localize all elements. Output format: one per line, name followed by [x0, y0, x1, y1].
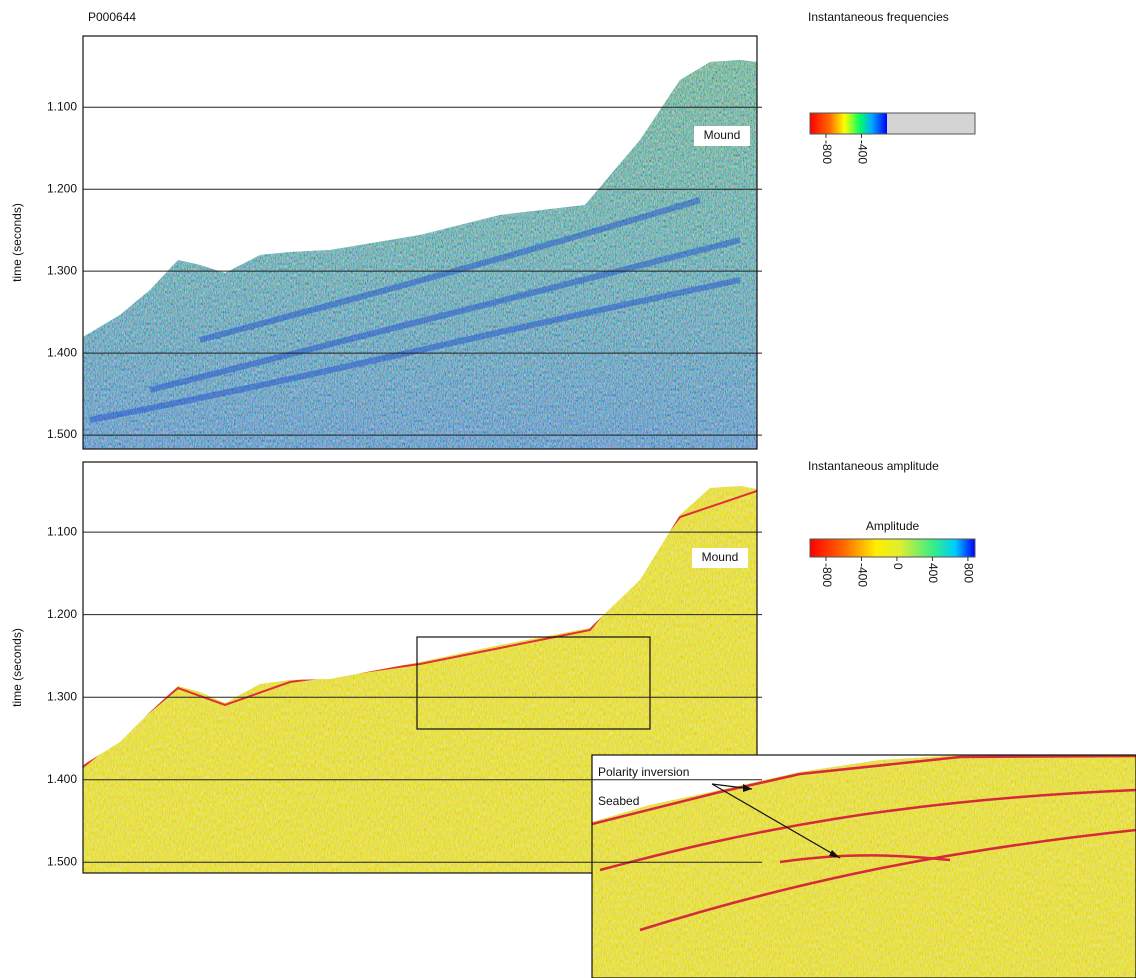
y-tick-label: 1.500 [47, 427, 77, 441]
y-tick-label: 1.300 [47, 263, 77, 277]
colorbar-tick-label: 0 [891, 563, 905, 570]
annotation: Mound [704, 128, 741, 142]
panel-title: Instantaneous frequencies [808, 10, 949, 24]
inset [592, 755, 1136, 978]
colorbar-tick-label: -400 [855, 563, 869, 587]
colorbar-title: Amplitude [866, 519, 920, 533]
colorbar-tick-label: -800 [820, 563, 834, 587]
annotation: Mound [702, 550, 739, 564]
y-tick-label: 1.400 [47, 345, 77, 359]
inset-annotation: Polarity inversion [598, 765, 689, 779]
colorbar [810, 539, 975, 557]
colorbar-empty [887, 113, 975, 134]
colorbar [810, 113, 887, 134]
inset-annotation: Seabed [598, 794, 639, 808]
colorbar-tick-label: -800 [820, 140, 834, 164]
colorbar-tick-label: 800 [962, 563, 976, 583]
colorbar-tick-label: 400 [926, 563, 940, 583]
colorbar-tick-label: -400 [855, 140, 869, 164]
y-tick-label: 1.400 [47, 772, 77, 786]
y-tick-label: 1.200 [47, 607, 77, 621]
figure-id: P000644 [88, 10, 136, 24]
y-tick-label: 1.100 [47, 524, 77, 538]
y-tick-label: 1.200 [47, 181, 77, 195]
figure: P000644 Polarity inversion Seabed 1.100 1… [0, 0, 1136, 978]
panel-title: Instantaneous amplitude [808, 459, 939, 473]
y-tick-label: 1.500 [47, 854, 77, 868]
y-tick-label: 1.300 [47, 689, 77, 703]
y-axis-label: time (seconds) [10, 203, 24, 282]
y-axis-label: time (seconds) [10, 628, 24, 707]
seismic-frequency-image [83, 36, 757, 449]
y-tick-label: 1.100 [47, 99, 77, 113]
